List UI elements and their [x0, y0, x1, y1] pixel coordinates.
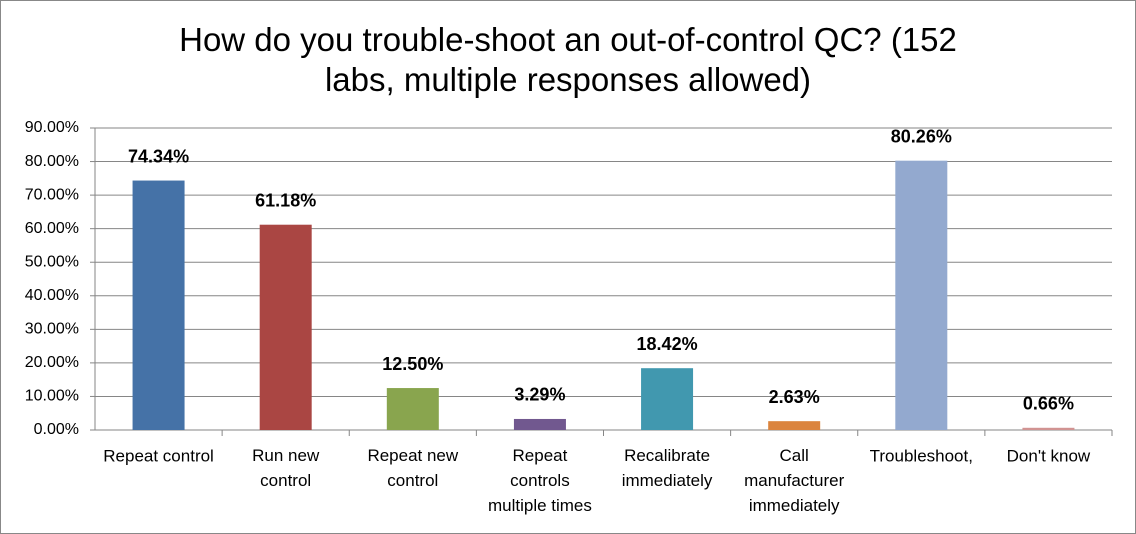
x-tick-label: Troubleshoot, — [870, 446, 973, 465]
value-label: 0.66% — [1023, 394, 1074, 414]
x-tick-label: Repeat controls multiple times — [488, 446, 592, 515]
value-label: 18.42% — [637, 334, 698, 354]
x-tick-label: Repeat new control — [367, 446, 458, 490]
y-tick-label: 90.00% — [25, 119, 79, 136]
y-tick-label: 0.00% — [34, 421, 79, 438]
value-label: 61.18% — [255, 190, 316, 210]
chart-title: How do you trouble-shoot an out-of-contr… — [179, 21, 957, 98]
value-label: 3.29% — [514, 385, 565, 405]
x-tick-label: Call manufacturer immediately — [744, 446, 844, 515]
bar — [259, 224, 312, 430]
x-tick-label: Recalibrate immediately — [622, 446, 713, 490]
bar — [1022, 427, 1075, 430]
value-label: 2.63% — [769, 387, 820, 407]
bar — [386, 388, 439, 430]
y-tick-label: 30.00% — [25, 321, 79, 338]
y-tick-label: 20.00% — [25, 354, 79, 371]
bar — [132, 180, 185, 430]
value-label: 12.50% — [382, 354, 443, 374]
bar — [641, 368, 694, 430]
y-tick-label: 60.00% — [25, 220, 79, 237]
y-tick-label: 80.00% — [25, 153, 79, 170]
bar — [513, 418, 566, 430]
value-label: 74.34% — [128, 146, 189, 166]
y-tick-label: 50.00% — [25, 253, 79, 270]
y-tick-label: 10.00% — [25, 388, 79, 405]
bar — [895, 160, 948, 430]
y-tick-label: 40.00% — [25, 287, 79, 304]
value-label: 80.26% — [891, 126, 952, 146]
bar — [768, 421, 821, 430]
x-tick-label: Run new control — [252, 446, 320, 490]
x-tick-label: Repeat control — [103, 446, 214, 465]
y-tick-label: 70.00% — [25, 186, 79, 203]
x-tick-label: Don't know — [1007, 446, 1091, 465]
